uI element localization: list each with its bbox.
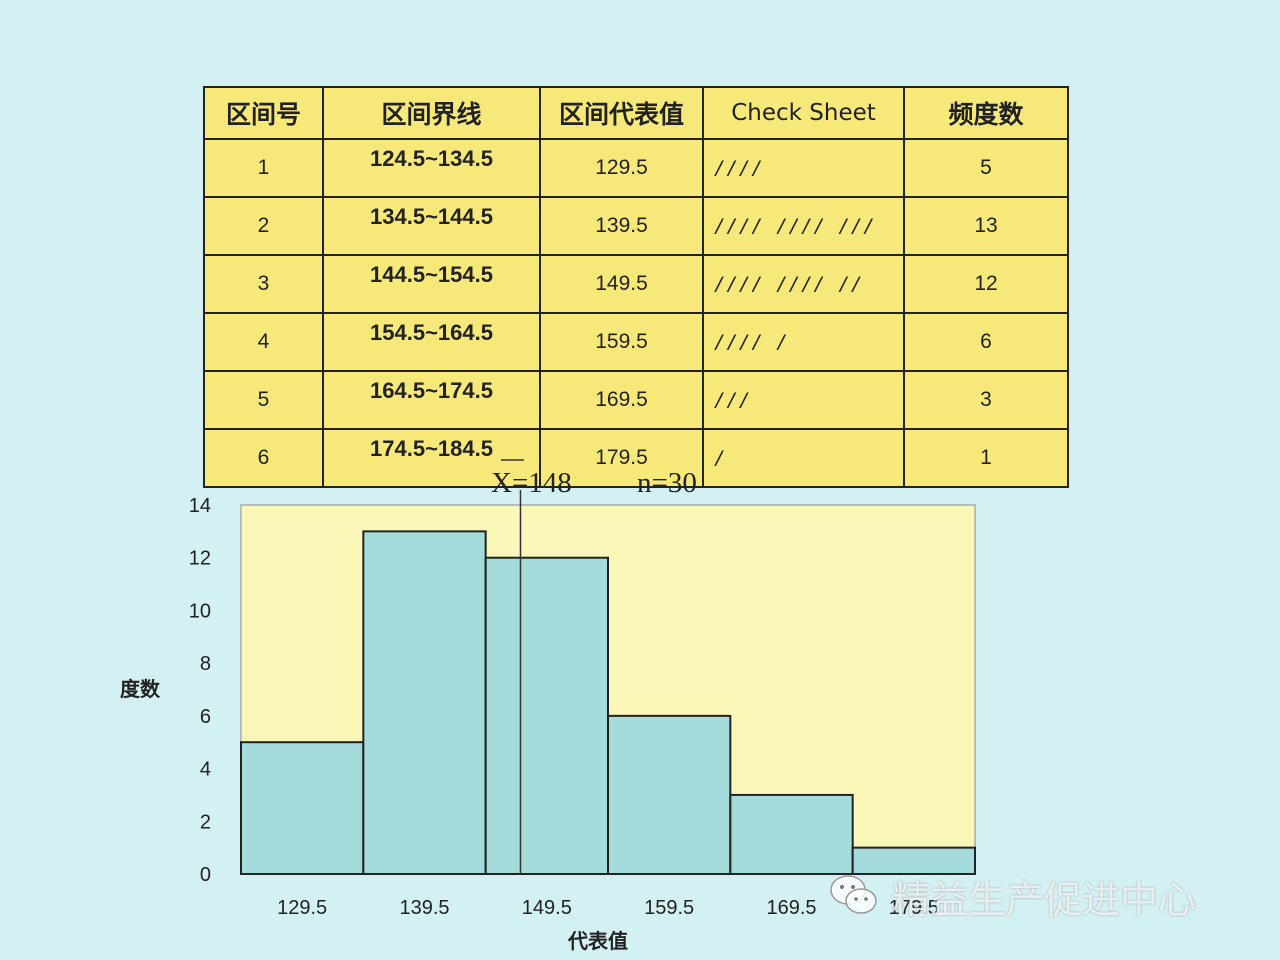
cell-interval-no: 5: [203, 370, 324, 430]
cell-frequency: 5: [903, 138, 1069, 198]
cell-interval-bounds: 124.5~134.5: [322, 138, 541, 198]
header-check-sheet: Check Sheet: [702, 86, 905, 140]
cell-interval-no: 4: [203, 312, 324, 372]
cell-frequency: 1: [903, 428, 1069, 488]
watermark: 精益生产促进中心: [828, 868, 1196, 924]
y-tick-label: 12: [189, 548, 211, 570]
cell-check-sheet: /: [702, 428, 905, 488]
y-tick-label: 4: [200, 759, 211, 781]
histogram-bar: [607, 714, 732, 875]
watermark-text: 精益生产促进中心: [892, 877, 1197, 922]
cell-representative-value: 169.5: [539, 370, 704, 430]
x-tick-label: 149.5: [522, 897, 572, 919]
cell-frequency: 13: [903, 196, 1069, 256]
cell-representative-value: 179.5: [539, 428, 704, 488]
sample-size-label: n=30: [637, 467, 697, 499]
x-axis-label: 代表值: [567, 929, 628, 953]
table-row: 1 124.5~134.5 129.5////5: [203, 138, 1069, 198]
x-tick-label: 169.5: [766, 897, 816, 919]
cell-check-sheet: ///: [702, 370, 905, 430]
y-tick-label: 6: [200, 706, 211, 728]
cell-representative-value: 129.5: [539, 138, 704, 198]
cell-frequency: 3: [903, 370, 1069, 430]
cell-check-sheet: //// /: [702, 312, 905, 372]
y-tick-label: 14: [189, 495, 211, 517]
cell-interval-no: 3: [203, 254, 324, 314]
x-tick-label: 129.5: [277, 897, 327, 919]
header-frequency: 频度数: [903, 86, 1069, 140]
cell-interval-bounds: 144.5~154.5: [322, 254, 541, 314]
y-axis-label: 度数: [120, 677, 161, 701]
frequency-table: 区间号 区间界线 区间代表值 Check Sheet 频度数 1 124.5~13…: [203, 86, 1069, 488]
cell-interval-bounds: 164.5~174.5: [322, 370, 541, 430]
cell-interval-bounds: 134.5~144.5: [322, 196, 541, 256]
histogram-bar: [484, 556, 609, 875]
cell-check-sheet: //// //// ///: [702, 196, 905, 256]
header-interval-no: 区间号: [203, 86, 324, 140]
cell-frequency: 6: [903, 312, 1069, 372]
y-tick-label: 2: [200, 811, 211, 833]
cell-representative-value: 139.5: [539, 196, 704, 256]
histogram-bar: [851, 846, 977, 876]
x-tick-label: 139.5: [399, 897, 449, 919]
mean-label: X=148: [491, 467, 572, 499]
histogram-bar: [362, 530, 487, 875]
y-tick-label: 10: [189, 600, 211, 622]
header-interval-bounds: 区间界线: [322, 86, 541, 140]
x-tick-label: 179.5: [889, 897, 939, 919]
wechat-icon: [830, 875, 877, 914]
cell-interval-bounds: 154.5~164.5: [322, 312, 541, 372]
histogram-bar: [240, 741, 365, 876]
table-row: 4 154.5~164.5 159.5//// /6: [203, 312, 1069, 372]
cell-interval-no: 1: [203, 138, 324, 198]
cell-representative-value: 159.5: [539, 312, 704, 372]
cell-representative-value: 149.5: [539, 254, 704, 314]
table-row: 3 144.5~154.5 149.5//// //// //12: [203, 254, 1069, 314]
cell-check-sheet: //// //// //: [702, 254, 905, 314]
cell-frequency: 12: [903, 254, 1069, 314]
header-representative-value: 区间代表值: [539, 86, 704, 140]
table-header-row: 区间号 区间界线 区间代表值 Check Sheet 频度数: [203, 86, 1069, 140]
cell-check-sheet: ////: [702, 138, 905, 198]
cell-interval-bounds: 174.5~184.5: [322, 428, 541, 488]
cell-interval-no: 6: [203, 428, 324, 488]
histogram-bar: [729, 793, 854, 876]
y-tick-label: 8: [200, 653, 211, 675]
y-tick-label: 0: [200, 864, 211, 886]
cell-interval-no: 2: [203, 196, 324, 256]
table-row: 2 134.5~144.5 139.5//// //// ///13: [203, 196, 1069, 256]
table-row: 6 174.5~184.5 179.5/1: [203, 428, 1069, 488]
x-tick-label: 159.5: [644, 897, 694, 919]
table-row: 5 164.5~174.5 169.5///3: [203, 370, 1069, 430]
